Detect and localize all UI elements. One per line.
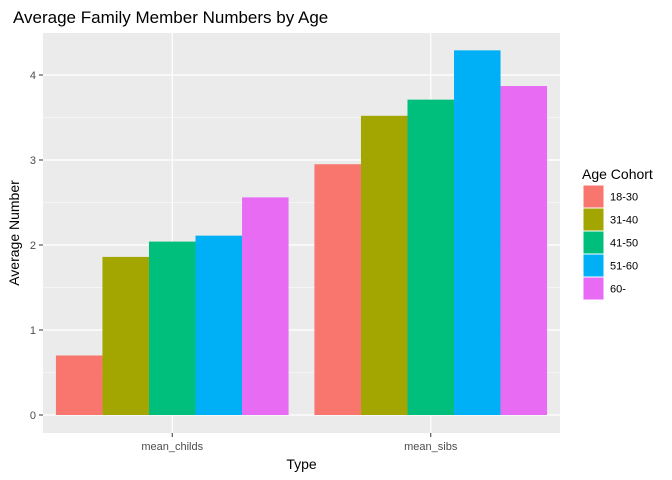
legend-label: 18-30 — [610, 192, 638, 204]
x-axis-ticks: mean_childs mean_sibs — [141, 433, 458, 453]
legend-title: Age Cohort — [582, 166, 653, 182]
bar-mean_childs-41-50 — [148, 241, 196, 415]
legend-label: 51-60 — [610, 261, 638, 273]
bar-mean_childs-18-30 — [55, 355, 103, 415]
y-tick-label: 4 — [30, 70, 36, 82]
legend-items: 18-30 31-40 41-50 51-60 60- — [582, 184, 638, 301]
legend-key-41-50 — [582, 230, 605, 255]
bar-mean_sibs-51-60 — [454, 50, 501, 415]
bar-mean_childs-51-60 — [195, 235, 243, 415]
bar-mean_sibs-41-50 — [407, 99, 455, 416]
x-tick-label: mean_childs — [141, 441, 203, 453]
bar-mean_childs-31-40 — [102, 256, 149, 415]
bar-mean_childs-60- — [242, 197, 289, 415]
y-axis-title: Average Number — [6, 180, 22, 286]
bar-mean_sibs-31-40 — [360, 115, 408, 416]
y-tick-label: 1 — [30, 325, 36, 337]
y-axis-ticks: 0 1 2 3 4 — [30, 70, 43, 422]
y-tick-label: 2 — [30, 240, 36, 252]
y-tick-label: 0 — [30, 410, 36, 422]
bars — [55, 50, 548, 416]
legend-key-31-40 — [582, 207, 605, 232]
bar-mean_sibs-18-30 — [314, 164, 361, 415]
bar-mean_sibs-60- — [500, 86, 548, 416]
x-tick-label: mean_sibs — [404, 441, 458, 453]
y-tick-label: 3 — [30, 155, 36, 167]
legend: Age Cohort 18-30 31-40 41-50 51-60 60- — [582, 166, 653, 301]
chart-title: Average Family Member Numbers by Age — [13, 8, 328, 27]
legend-key-60- — [582, 276, 605, 301]
legend-label: 41-50 — [610, 238, 638, 250]
legend-label: 31-40 — [610, 215, 638, 227]
legend-key-51-60 — [582, 253, 605, 278]
legend-label: 60- — [610, 284, 626, 296]
x-axis-title: Type — [286, 456, 317, 472]
legend-key-18-30 — [582, 184, 605, 209]
